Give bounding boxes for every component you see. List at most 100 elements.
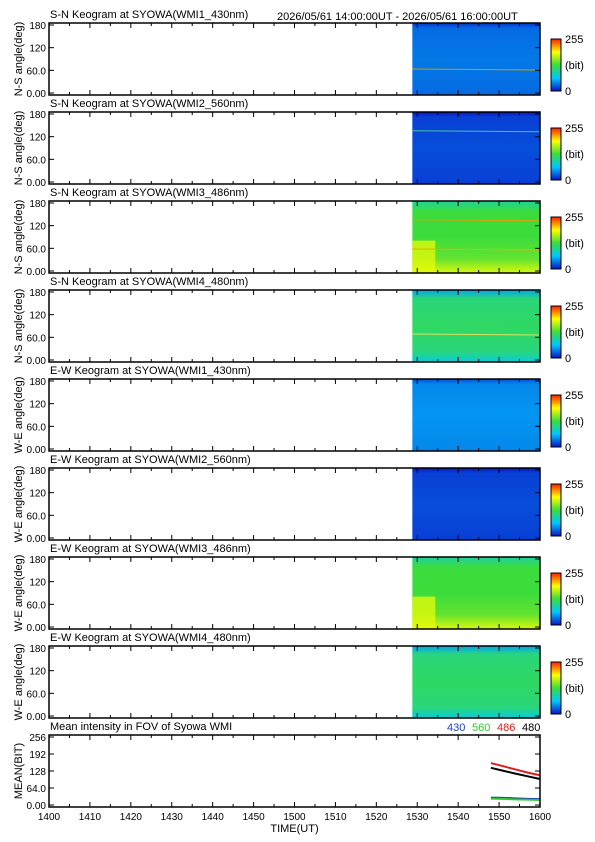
y-tick-label: 180 — [29, 110, 46, 121]
colorbar-max-label: 255 — [565, 301, 583, 313]
y-tick-label: 128 — [29, 767, 46, 778]
x-tick-label: 1520 — [365, 812, 388, 823]
x-tick-label: 1400 — [38, 812, 61, 823]
y-tick-label: 60.0 — [27, 66, 47, 77]
y-tick-label: 120 — [29, 667, 46, 678]
colorbar — [550, 483, 562, 537]
y-tick-label: 0.00 — [27, 178, 47, 189]
y-tick-label: 0.00 — [27, 356, 47, 367]
y-tick-label: 0.00 — [27, 623, 47, 634]
y-tick-label: 0.00 — [27, 534, 47, 545]
x-axis-label: TIME(UT) — [270, 823, 318, 835]
legend-430: 430 — [447, 722, 465, 734]
y-tick-label: 120 — [29, 489, 46, 500]
colorbar-min-label: 0 — [565, 175, 571, 187]
colorbar-min-label: 0 — [565, 264, 571, 276]
x-tick-label: 1440 — [202, 812, 225, 823]
colorbar — [550, 305, 562, 359]
keogram-panels: S-N Keogram at SYOWA(WMI1_430nm) N-S angl… — [13, 9, 584, 723]
colorbar-min-label: 0 — [565, 620, 571, 632]
keogram-panel: E-W Keogram at SYOWA(WMI4_480nm) W-E angl… — [13, 632, 584, 723]
heatmap-data — [412, 112, 540, 184]
y-axis-label: N-S angle(deg) — [13, 111, 25, 186]
y-tick-label: 0.00 — [27, 801, 47, 812]
y-tick-label: 0.00 — [27, 712, 47, 723]
y-tick-label: 120 — [29, 311, 46, 322]
colorbar-min-label: 0 — [565, 353, 571, 365]
colorbar — [550, 127, 562, 181]
y-tick-label: 180 — [29, 644, 46, 655]
colorbar-min-label: 0 — [565, 86, 571, 98]
x-tick-label: 1430 — [161, 812, 184, 823]
x-tick-label: 1500 — [283, 812, 306, 823]
colorbar — [550, 216, 562, 270]
colorbar-min-label: 0 — [565, 531, 571, 543]
colorbar — [550, 38, 562, 92]
keogram-arc-line — [412, 68, 541, 71]
series-line-480 — [490, 766, 541, 780]
y-tick-label: 120 — [29, 222, 46, 233]
x-tick-label: 1550 — [488, 812, 511, 823]
colorbar-max-label: 255 — [565, 34, 583, 46]
keogram-panel: S-N Keogram at SYOWA(WMI3_486nm) N-S angl… — [13, 187, 584, 278]
y-tick-label: 60.0 — [27, 689, 47, 700]
panel-title: S-N Keogram at SYOWA(WMI1_430nm) — [50, 9, 248, 21]
x-tick-label: 1540 — [447, 812, 470, 823]
keogram-panel: E-W Keogram at SYOWA(WMI3_486nm) W-E angl… — [13, 543, 584, 634]
colorbar-max-label: 255 — [565, 212, 583, 224]
x-tick-label: 1600 — [529, 812, 552, 823]
mean-intensity-plot: Mean intensity in FOV of Syowa WMI MEAN(B… — [13, 721, 552, 835]
x-tick-label: 1410 — [79, 812, 102, 823]
colorbar-max-label: 255 — [565, 390, 583, 402]
y-tick-label: 120 — [29, 133, 46, 144]
y-tick-label: 60.0 — [27, 244, 47, 255]
panel-title: E-W Keogram at SYOWA(WMI3_486nm) — [50, 543, 251, 555]
keogram-arc-line — [412, 219, 541, 222]
colorbar-unit-label: (bit) — [565, 60, 584, 72]
y-tick-label: 60.0 — [27, 155, 47, 166]
panel-title: S-N Keogram at SYOWA(WMI3_486nm) — [50, 187, 248, 199]
panel-title: E-W Keogram at SYOWA(WMI2_560nm) — [50, 454, 251, 466]
y-tick-label: 180 — [29, 377, 46, 388]
heatmap-bright-edge — [412, 596, 436, 629]
y-tick-label: 60.0 — [27, 422, 47, 433]
colorbar-max-label: 255 — [565, 568, 583, 580]
keogram-panel: S-N Keogram at SYOWA(WMI4_480nm) N-S angl… — [13, 276, 584, 367]
legend-560: 560 — [472, 722, 490, 734]
y-axis-label: N-S angle(deg) — [13, 22, 25, 97]
series-line-560 — [490, 797, 541, 801]
keogram-arc-line — [412, 248, 541, 251]
colorbar-max-label: 255 — [565, 479, 583, 491]
panel-title: E-W Keogram at SYOWA(WMI1_430nm) — [50, 365, 251, 377]
time-range-header: 2026/05/61 14:00:00UT - 2026/05/61 16:00… — [277, 11, 518, 23]
colorbar — [550, 661, 562, 715]
panel-title: S-N Keogram at SYOWA(WMI4_480nm) — [50, 276, 248, 288]
keogram-panel: S-N Keogram at SYOWA(WMI2_560nm) N-S angl… — [13, 98, 584, 189]
line-plot-frame — [48, 734, 541, 808]
y-tick-label: 120 — [29, 578, 46, 589]
y-tick-label: 180 — [29, 466, 46, 477]
line-plot-title: Mean intensity in FOV of Syowa WMI — [50, 721, 232, 733]
colorbar-unit-label: (bit) — [565, 416, 584, 428]
colorbar-max-label: 255 — [565, 123, 583, 135]
keogram-arc-line — [412, 130, 541, 133]
y-tick-label: 0.00 — [27, 445, 47, 456]
keogram-panel: E-W Keogram at SYOWA(WMI1_430nm) W-E angl… — [13, 365, 584, 456]
y-axis-label: W-E angle(deg) — [13, 644, 25, 721]
y-tick-label: 120 — [29, 400, 46, 411]
colorbar — [550, 572, 562, 626]
heatmap-data — [412, 23, 540, 95]
heatmap-data — [412, 379, 540, 451]
colorbar-unit-label: (bit) — [565, 505, 584, 517]
y-axis-label: W-E angle(deg) — [13, 466, 25, 543]
colorbar-unit-label: (bit) — [565, 594, 584, 606]
y-tick-label: 180 — [29, 555, 46, 566]
y-tick-label: 192 — [29, 750, 46, 761]
heatmap-data — [412, 646, 540, 718]
x-tick-label: 1530 — [406, 812, 429, 823]
colorbar — [550, 394, 562, 448]
y-axis-label: W-E angle(deg) — [13, 377, 25, 454]
series-line-486 — [490, 762, 541, 777]
y-tick-label: 0.00 — [27, 89, 47, 100]
